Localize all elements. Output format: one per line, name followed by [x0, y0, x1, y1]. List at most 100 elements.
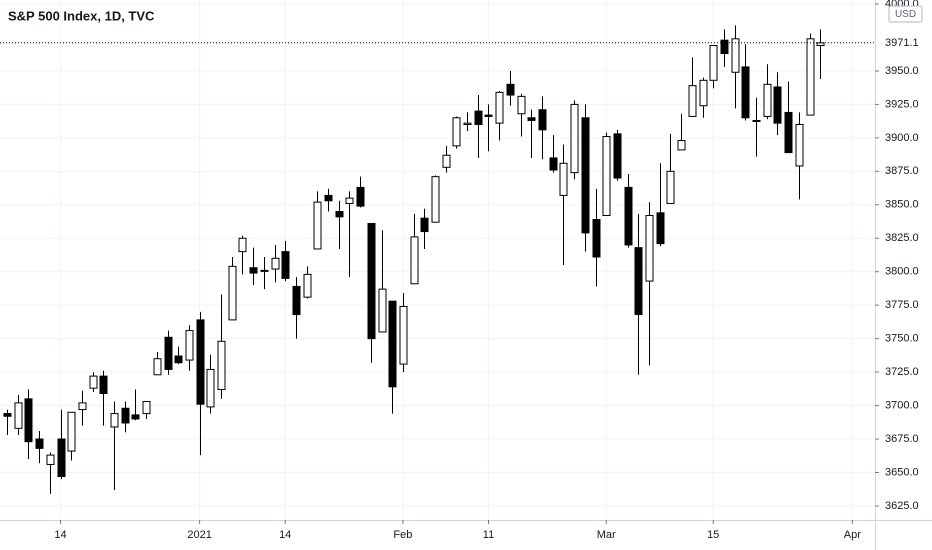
x-tick-label: Feb — [393, 529, 412, 541]
candle-body — [645, 214, 654, 282]
candle-body — [442, 154, 451, 168]
candle-body — [752, 119, 761, 122]
candles — [0, 25, 875, 494]
y-tick-label: 3625.0 — [885, 500, 919, 512]
y-tick-label: 3700.0 — [885, 399, 919, 411]
candle-body — [174, 355, 183, 364]
candle-body — [773, 86, 782, 124]
candle-body — [67, 411, 76, 452]
candle-body — [303, 273, 312, 298]
candle-body — [238, 237, 247, 253]
candle-body — [634, 247, 643, 316]
candle-body — [602, 136, 611, 216]
candle-body — [153, 358, 162, 376]
candle-body — [816, 42, 825, 47]
candle-body — [431, 176, 440, 223]
candle-body — [89, 375, 98, 389]
candle-body — [399, 306, 408, 365]
candle-body — [324, 194, 333, 202]
candle-body — [281, 251, 290, 279]
chart-title: S&P 500 Index, 1D, TVC — [8, 8, 155, 23]
candle-body — [592, 219, 601, 258]
candle-body — [624, 186, 633, 246]
candle-body — [666, 170, 675, 204]
candle-body — [196, 319, 205, 405]
candle-body — [452, 117, 461, 147]
currency-badge[interactable] — [888, 5, 923, 23]
currency-label[interactable]: USD — [895, 9, 916, 20]
y-tick-label: 4000.0 — [885, 0, 919, 10]
candle-body — [142, 401, 151, 415]
x-tick-label: Mar — [597, 529, 616, 541]
candle-body — [217, 340, 226, 390]
axes: 3625.0 3650.0 3675.0 3700.0 3725.0 3750.0 3775… — [54, 0, 931, 541]
candle-body — [410, 236, 419, 285]
candle-body — [356, 186, 365, 207]
candle-body — [378, 288, 387, 333]
candle-body — [131, 414, 140, 420]
candle-body — [795, 123, 804, 167]
candle-body — [484, 114, 493, 117]
y-tick-label: 3650.0 — [885, 466, 919, 478]
candle-body — [677, 140, 686, 151]
candle-body — [260, 269, 269, 272]
candle-body — [35, 438, 44, 449]
candle-body — [292, 285, 301, 316]
y-tick-label: 3725.0 — [885, 366, 919, 378]
y-tick-label: 3875.0 — [885, 165, 919, 177]
candle-body — [559, 162, 568, 196]
candle-body — [495, 91, 504, 124]
last-price-label: 3971.1 — [885, 37, 919, 49]
candle-body — [463, 122, 472, 125]
candle-body — [720, 39, 729, 55]
candle-body — [420, 217, 429, 233]
candle-body — [709, 45, 718, 81]
candle-body — [656, 212, 665, 245]
y-tick-label: 3900.0 — [885, 132, 919, 144]
candle-body — [57, 438, 66, 477]
candle-body — [538, 109, 547, 131]
candle-body — [570, 103, 579, 174]
y-tick-label: 3750.0 — [885, 333, 919, 345]
y-tick-label: 3950.0 — [885, 65, 919, 77]
candle-body — [99, 375, 108, 395]
candle-body — [24, 398, 33, 443]
candle-body — [806, 38, 815, 116]
candle-body — [688, 85, 697, 117]
candle-body — [335, 210, 344, 218]
candle-body — [78, 402, 87, 411]
candle-body — [228, 265, 237, 321]
candle-body — [206, 368, 215, 408]
candle-body — [741, 66, 750, 119]
x-tick-label: 14 — [54, 529, 66, 541]
candle-body — [110, 413, 119, 428]
candle-body — [14, 402, 23, 429]
candle-body — [731, 38, 740, 73]
candle-body — [784, 111, 793, 154]
candle-body — [185, 330, 194, 361]
candle-body — [581, 117, 590, 234]
candle-body — [527, 117, 536, 121]
candle-body — [46, 454, 55, 465]
x-tick-label: 14 — [279, 529, 291, 541]
candle-body — [613, 133, 622, 179]
y-tick-label: 3775.0 — [885, 299, 919, 311]
y-tick-label: 3925.0 — [885, 98, 919, 110]
candle-body — [271, 257, 280, 270]
x-tick-label: 11 — [483, 529, 494, 541]
candle-body — [3, 413, 12, 417]
x-tick-label: 2021 — [187, 529, 211, 541]
candle-body — [345, 197, 354, 204]
candle-body — [549, 157, 558, 171]
y-tick-label: 3850.0 — [885, 199, 919, 211]
y-tick-label: 3800.0 — [885, 266, 919, 278]
y-tick-label: 3675.0 — [885, 433, 919, 445]
y-tick-label: 3825.0 — [885, 232, 919, 244]
candle-body — [164, 336, 173, 370]
candle-body — [249, 267, 258, 274]
last-price-box — [876, 34, 931, 51]
x-tick-label: Apr — [844, 529, 861, 541]
candle-body — [121, 407, 130, 424]
candle-body — [506, 83, 515, 96]
